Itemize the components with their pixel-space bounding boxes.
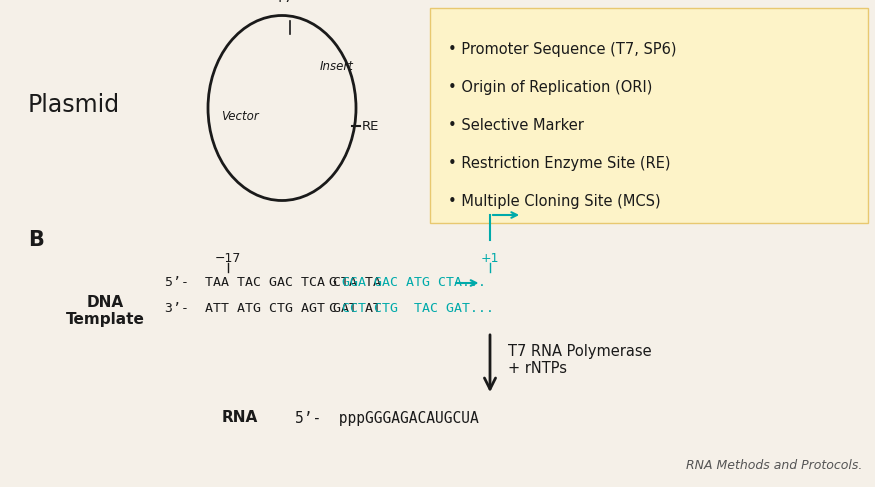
Text: 5’-  TAA TAC GAC TCA CTA TA: 5’- TAA TAC GAC TCA CTA TA (165, 277, 381, 289)
Text: 5’-  pppGGGAGACAUGCUA: 5’- pppGGGAGACAUGCUA (295, 411, 479, 426)
Text: CCT CTG  TAC GAT...: CCT CTG TAC GAT... (334, 301, 494, 315)
Text: RE: RE (362, 119, 380, 132)
Text: RNA Methods and Protocols.: RNA Methods and Protocols. (686, 459, 862, 472)
Text: RNA: RNA (222, 411, 258, 426)
Text: +1: +1 (480, 252, 500, 265)
Text: T7 RNA Polymerase
+ rNTPs: T7 RNA Polymerase + rNTPs (508, 344, 652, 376)
Text: GGA GAC ATG CTA...: GGA GAC ATG CTA... (334, 277, 486, 289)
Text: • Multiple Cloning Site (MCS): • Multiple Cloning Site (MCS) (448, 194, 661, 209)
Text: • Selective Marker: • Selective Marker (448, 118, 584, 133)
Text: C: C (328, 301, 336, 315)
Text: • Origin of Replication (ORI): • Origin of Replication (ORI) (448, 80, 653, 95)
Text: G: G (328, 277, 336, 289)
Text: Plasmid: Plasmid (28, 93, 120, 117)
FancyBboxPatch shape (430, 8, 868, 223)
Text: Insert: Insert (320, 59, 354, 73)
Text: 3’-  ATT ATG CTG AGT GAT AT: 3’- ATT ATG CTG AGT GAT AT (165, 301, 381, 315)
Text: DNA
Template: DNA Template (66, 295, 144, 327)
Text: Vector: Vector (221, 110, 259, 123)
Text: • Promoter Sequence (T7, SP6): • Promoter Sequence (T7, SP6) (448, 42, 676, 57)
Text: B: B (28, 230, 44, 250)
Text: −17: −17 (215, 252, 242, 265)
Text: T7: T7 (276, 0, 292, 5)
Text: • Restriction Enzyme Site (RE): • Restriction Enzyme Site (RE) (448, 156, 670, 171)
